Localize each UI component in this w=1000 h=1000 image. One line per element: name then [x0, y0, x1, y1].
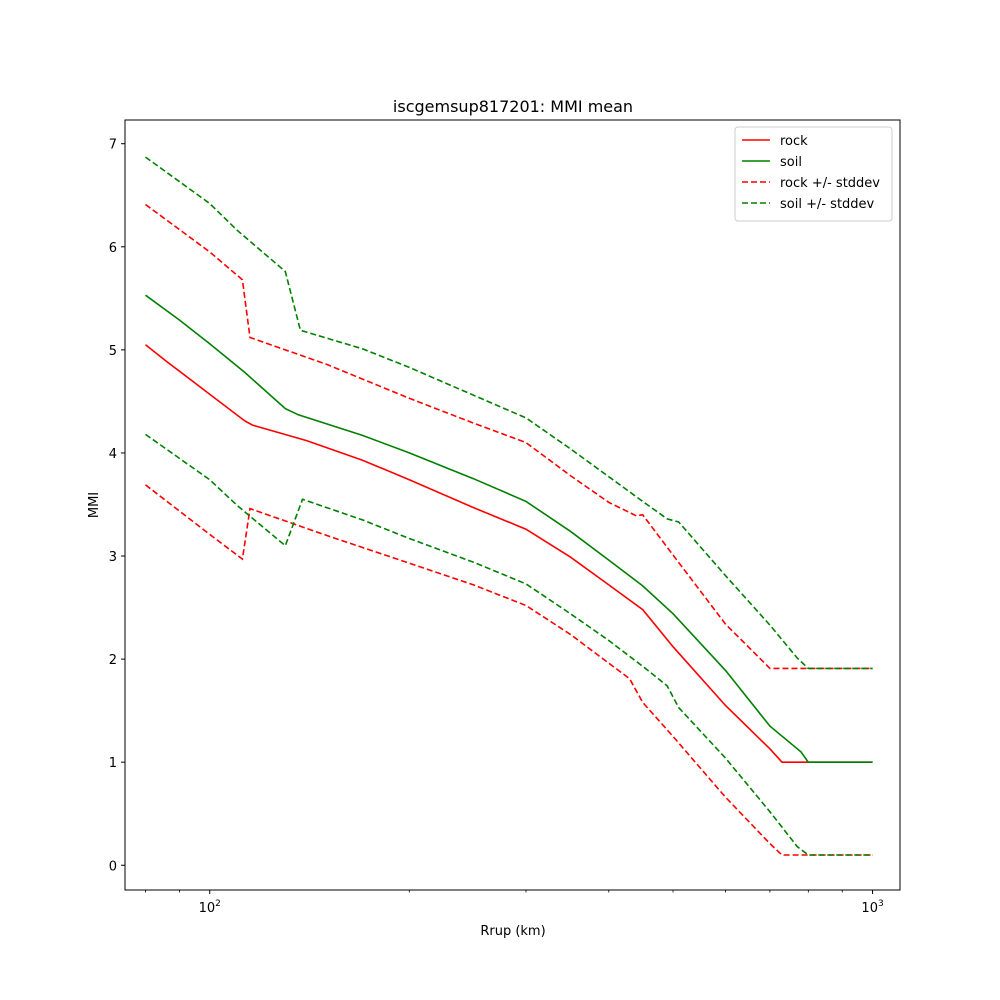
y-tick-label: 4 — [109, 447, 117, 462]
series-line-band — [145, 433, 873, 856]
legend-label: rock +/- stddev — [780, 176, 880, 191]
y-axis: 0 1 2 3 4 5 6 7 — [109, 138, 125, 874]
legend-label: soil +/- stddev — [780, 197, 875, 212]
chart-title: iscgemsup817201: MMI mean — [393, 97, 633, 116]
y-tick-label: 6 — [109, 241, 117, 256]
y-tick-label: 0 — [109, 859, 117, 874]
series-line-band — [145, 484, 873, 856]
x-tick-label: 102 — [199, 899, 221, 916]
legend-box — [734, 126, 893, 222]
y-tick-label: 3 — [109, 550, 117, 565]
plot-area — [145, 156, 873, 856]
x-axis: 102 103 — [145, 890, 884, 916]
x-axis-label: Rrup (km) — [480, 924, 545, 939]
series-line-soil — [145, 294, 873, 764]
y-tick-label: 2 — [109, 653, 117, 668]
x-tick-label: 103 — [861, 899, 883, 916]
legend-label: soil — [780, 155, 802, 170]
series-line-soil-stddev — [145, 156, 873, 670]
series-line-rock — [145, 344, 873, 764]
plot-frame — [124, 119, 901, 891]
y-tick-label: 5 — [109, 344, 117, 359]
legend-label: rock — [780, 134, 808, 149]
y-tick-label: 7 — [109, 138, 117, 153]
series-line-rock-stddev — [145, 203, 873, 670]
y-axis-label: MMI — [87, 492, 102, 518]
y-tick-label: 1 — [109, 756, 117, 771]
legend: rock soil rock +/- stddev soil +/- stddev — [734, 126, 893, 222]
